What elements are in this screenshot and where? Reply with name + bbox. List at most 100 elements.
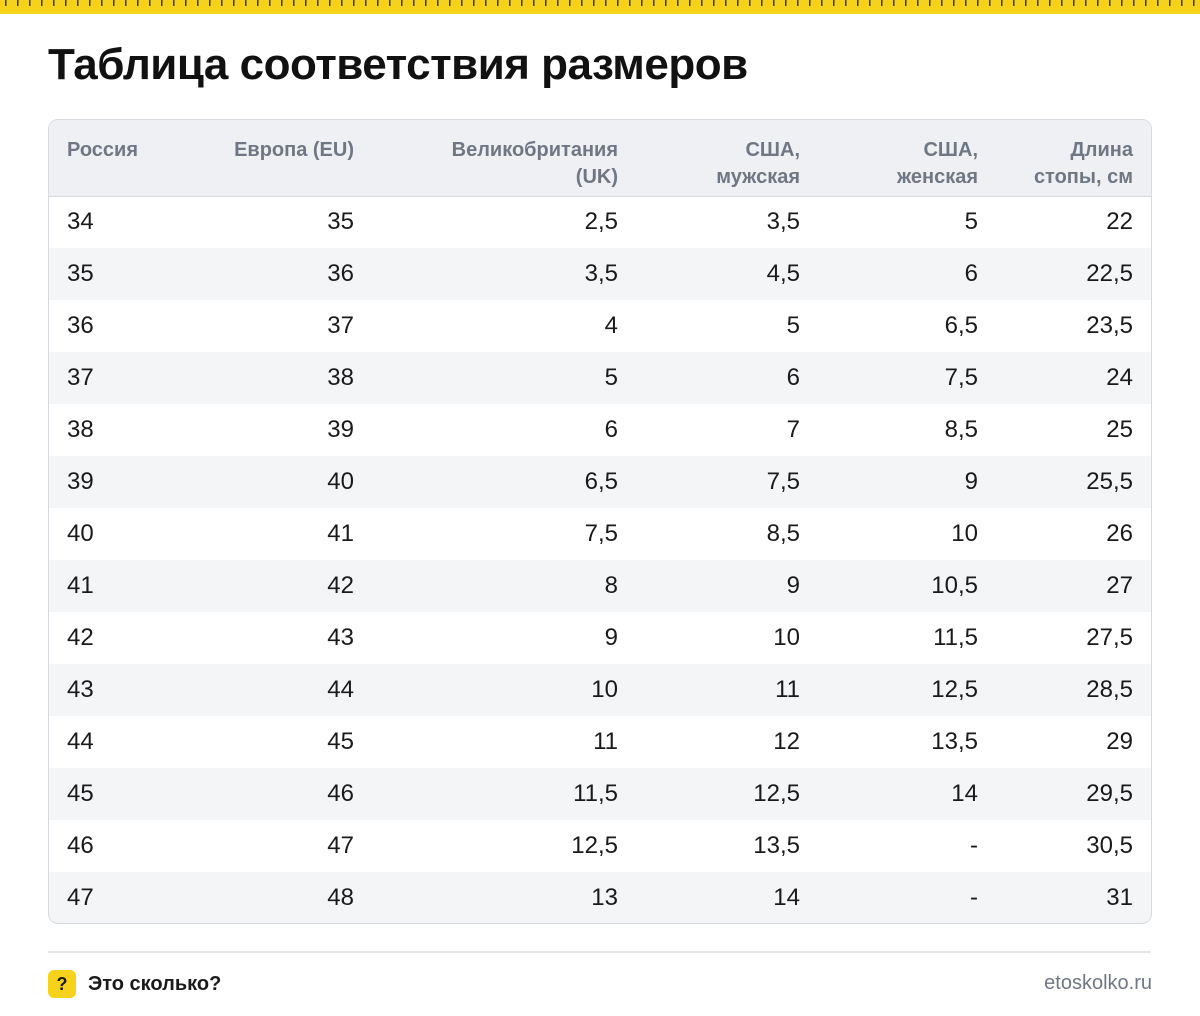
header-foot-length: Длина стопы, см [1033, 139, 1133, 188]
header-uk: Великобритания (UK) [451, 139, 618, 188]
cell-foot-length: 30,5 [1086, 832, 1133, 859]
cell-us-men: 14 [773, 884, 800, 911]
cell-russia: 44 [67, 728, 94, 755]
cell-foot-length: 29 [1106, 728, 1133, 755]
cell-us-men: 4,5 [766, 260, 800, 287]
site-url[interactable]: etoskolko.ru [1044, 972, 1152, 994]
cell-us-women: 8,5 [944, 416, 978, 443]
cell-foot-length: 31 [1106, 884, 1133, 911]
cell-us-women: 9 [964, 468, 978, 495]
cell-eu: 36 [327, 260, 354, 287]
cell-foot-length: 29,5 [1086, 780, 1133, 807]
cell-eu: 38 [327, 364, 354, 391]
cell-russia: 35 [67, 260, 94, 287]
header-russia: Россия [67, 139, 139, 161]
cell-uk: 12,5 [571, 832, 618, 859]
cell-russia: 46 [67, 832, 94, 859]
table-row: 35 36 3,5 4,5 6 22,5 [49, 248, 1151, 300]
table-row: 36 37 4 5 6,5 23,5 [49, 300, 1151, 352]
table-row: 34 35 2,5 3,5 5 22 [49, 196, 1151, 248]
cell-eu: 42 [327, 572, 354, 599]
table-row: 41 42 8 9 10,5 27 [49, 560, 1151, 612]
cell-russia: 38 [67, 416, 94, 443]
cell-us-women: 11,5 [933, 624, 978, 651]
cell-russia: 39 [67, 468, 94, 495]
table-row: 39 40 6,5 7,5 9 25,5 [49, 456, 1151, 508]
cell-foot-length: 25,5 [1086, 468, 1133, 495]
header-eu: Европа (EU) [234, 139, 354, 161]
cell-us-men: 5 [786, 312, 800, 339]
cell-russia: 37 [67, 364, 94, 391]
cell-eu: 44 [327, 676, 354, 703]
cell-us-men: 7,5 [766, 468, 800, 495]
cell-uk: 11 [593, 728, 618, 755]
cell-uk: 2,5 [584, 208, 618, 236]
cell-uk: 8 [604, 572, 618, 599]
cell-uk: 3,5 [584, 260, 618, 287]
table-row: 40 41 7,5 8,5 10 26 [49, 508, 1151, 560]
table-row: 42 43 9 10 11,5 27,5 [49, 612, 1151, 664]
cell-us-women: 6 [964, 260, 978, 287]
table-row: 46 47 12,5 13,5 - 30,5 [49, 820, 1151, 872]
size-table: Россия Европа (EU) Великобритания (UK) С… [49, 120, 1151, 923]
cell-us-men: 6 [786, 364, 800, 391]
cell-eu: 48 [327, 884, 354, 911]
table-header-row: Россия Европа (EU) Великобритания (UK) С… [49, 120, 1151, 196]
cell-uk: 13 [591, 884, 618, 911]
cell-russia: 43 [67, 676, 94, 703]
brand[interactable]: ? Это сколько? [48, 969, 221, 999]
cell-us-women: 12,5 [931, 676, 978, 703]
cell-foot-length: 23,5 [1086, 312, 1133, 339]
cell-russia: 40 [67, 520, 94, 547]
cell-foot-length: 27,5 [1086, 624, 1133, 651]
size-table-card: Россия Европа (EU) Великобритания (UK) С… [48, 119, 1152, 924]
cell-foot-length: 25 [1106, 416, 1133, 443]
cell-foot-length: 22 [1106, 208, 1133, 236]
cell-eu: 46 [327, 780, 354, 807]
header-us-men: США, мужская [716, 139, 800, 188]
cell-eu: 37 [327, 312, 354, 339]
cell-russia: 45 [67, 780, 94, 807]
cell-foot-length: 26 [1106, 520, 1133, 547]
cell-foot-length: 24 [1106, 364, 1133, 391]
page-title: Таблица соответствия размеров [48, 40, 748, 89]
table-row: 37 38 5 6 7,5 24 [49, 352, 1151, 404]
table-row: 45 46 11,5 12,5 14 29,5 [49, 768, 1151, 820]
table-row: 38 39 6 7 8,5 25 [49, 404, 1151, 456]
cell-us-men: 8,5 [766, 520, 800, 547]
cell-us-women: 7,5 [944, 364, 978, 391]
cell-russia: 41 [67, 572, 94, 599]
cell-uk: 6,5 [584, 468, 618, 495]
cell-us-men: 11 [775, 676, 800, 703]
cell-russia: 34 [67, 208, 94, 236]
cell-uk: 7,5 [584, 520, 618, 547]
cell-us-women: 10 [951, 520, 978, 547]
cell-us-women: 13,5 [931, 728, 978, 755]
cell-foot-length: 22,5 [1086, 260, 1133, 287]
cell-eu: 47 [327, 832, 354, 859]
cell-russia: 47 [67, 884, 94, 911]
cell-us-women: - [970, 884, 978, 911]
cell-us-men: 12 [773, 728, 800, 755]
cell-us-women: 14 [951, 780, 978, 807]
footer-divider [48, 951, 1151, 953]
cell-us-men: 3,5 [766, 208, 800, 236]
cell-eu: 40 [327, 468, 354, 495]
ruler-decoration [0, 0, 1200, 14]
cell-us-women: 5 [964, 208, 978, 236]
brand-name: Это сколько? [88, 972, 222, 995]
table-row: 44 45 11 12 13,5 29 [49, 716, 1151, 768]
cell-uk: 6 [604, 416, 618, 443]
cell-russia: 42 [67, 624, 94, 651]
question-mark-icon: ? [48, 970, 76, 998]
cell-foot-length: 28,5 [1086, 676, 1133, 703]
table-row: 47 48 13 14 - 31 [49, 872, 1151, 923]
cell-us-men: 10 [773, 624, 800, 651]
cell-foot-length: 27 [1106, 572, 1133, 599]
cell-uk: 11,5 [573, 780, 618, 807]
cell-us-women: - [970, 832, 978, 859]
cell-uk: 5 [604, 364, 618, 391]
cell-uk: 10 [591, 676, 618, 703]
cell-eu: 45 [327, 728, 354, 755]
cell-us-women: 10,5 [931, 572, 978, 599]
